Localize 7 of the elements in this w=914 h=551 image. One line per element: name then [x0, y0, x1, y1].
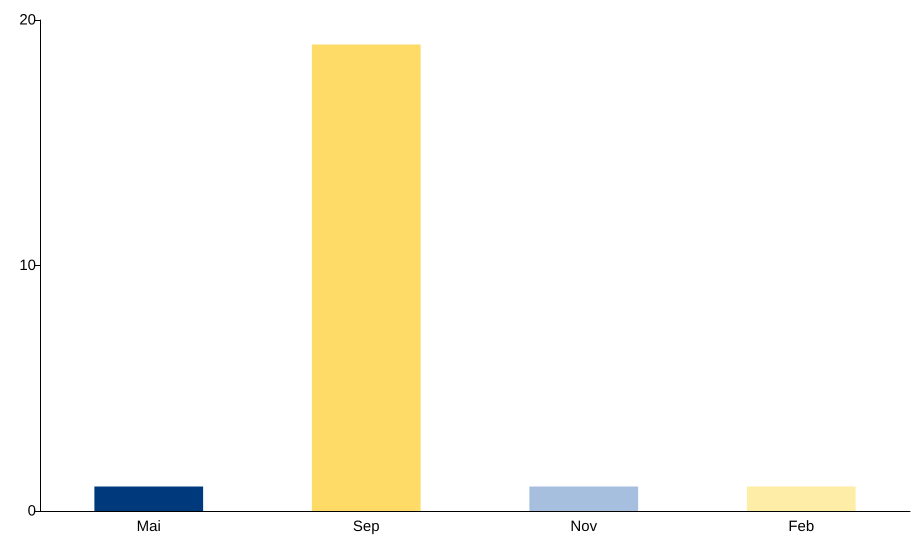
y-tick-label: 20: [19, 12, 36, 28]
y-tick-label: 0: [28, 502, 36, 520]
y-tick-label: 10: [19, 257, 36, 274]
x-tick-label: Feb: [788, 518, 814, 535]
x-tick-label: Mai: [136, 518, 161, 535]
x-tick-label: Sep: [352, 518, 380, 535]
x-tick-label: Nov: [570, 518, 598, 535]
